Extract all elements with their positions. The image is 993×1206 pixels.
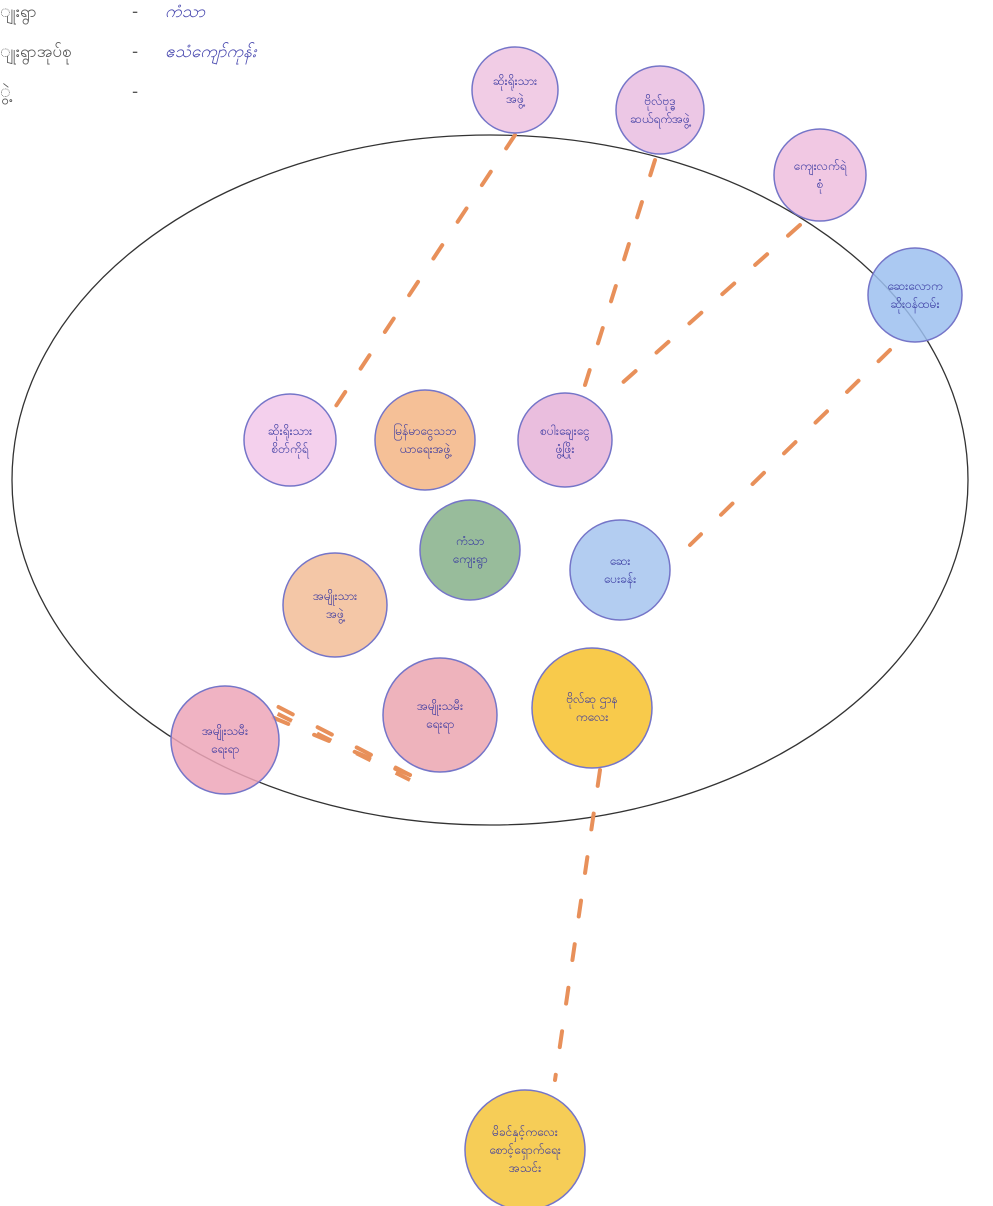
node-circle [419, 499, 521, 601]
node-circle [517, 392, 613, 488]
node-label: ဆိုးရိုးသားအဖွဲ့ [493, 73, 537, 109]
node-label-line: ဆိုးရိုးသား [268, 423, 312, 441]
node-label-line: ဆိုးရိုးသား [493, 73, 537, 91]
node-label: အမျိုးသမီးရေးရာ [202, 723, 248, 759]
node-label: အမျိုးသမီးရေးရာ [417, 698, 463, 734]
links [253, 133, 892, 1082]
link [259, 703, 411, 782]
header-value: ဧသံကျော်ကုန်း [165, 42, 258, 65]
node-label: ဆိုးရိုးသားစိတ်ကိုရ် [268, 423, 312, 459]
header-separator: - [132, 82, 138, 102]
node-label-line: အဖွဲ့ [326, 606, 345, 624]
header-value: ကံသာ [165, 2, 206, 22]
header-separator: - [132, 42, 138, 62]
node-label-line: ဗိုလ်ဆု ဌာန [566, 691, 617, 709]
node-label-line: အမျိုးသမီး [202, 723, 248, 741]
node-label-line: ဖွံ့ဖြိုး [556, 440, 575, 459]
node-label: အမျိုးသားအဖွဲ့ [313, 588, 357, 624]
node-label: စပါးချေးငွေဖွံ့ဖြိုး [540, 423, 590, 459]
node-label: ဆေးပေးခန်း [604, 554, 636, 589]
node-label-line: အသင်း [509, 1160, 541, 1175]
node-label-line: ဆိုးဝန်ထမ်း [890, 296, 939, 314]
nodes: ဆိုးရိုးသားအဖွဲ့ ဗိုလ်ဗုဒ္ဓဆယ်ရက်အဖွဲ့ကျေ… [170, 46, 963, 1206]
node-circle [170, 685, 280, 795]
node-label-line: ကျေးလက်ရဲ [793, 158, 846, 176]
node-label: ဗိုလ်ဆု ဌာနကလေး [566, 691, 617, 724]
node-label-line: စိတ်ကိုရ် [271, 441, 308, 459]
header: ျုးရွာ - ကံသာျုးရွာအုပ်စု - ဧသံကျော်ကုန်းွဲ့… [0, 2, 258, 105]
node-label-line: ဗိုလ်ဗုဒ္ဓ [644, 93, 675, 111]
node-label: မိခင်နှင့်ကလေးစောင့်ရှောက်ရေးအသင်း [489, 1124, 561, 1175]
node-circle [569, 519, 671, 621]
node-label: ဗိုလ်ဗုဒ္ဓဆယ်ရက်အဖွဲ့ [630, 93, 691, 129]
header-separator: - [132, 2, 138, 22]
node-label-line: မြန်မာငွေသဘ [393, 422, 456, 441]
node-circle [471, 46, 559, 134]
node-label-line: ဆေး [610, 554, 631, 568]
node-label-line: စောင့်ရှောက်ရေး [489, 1142, 561, 1160]
node-label: ကံသာကျေးရွာ [452, 534, 487, 569]
node-label-line: အမျိုးသမီး [417, 698, 463, 716]
node-label-line: အမျိုးသား [313, 588, 357, 606]
node-label-line: မိခင်နှင့်ကလေး [492, 1124, 558, 1142]
node-label-line: ရေးရာ [211, 742, 239, 759]
node-label-line: ပေးခန်း [604, 571, 636, 589]
node-circle [382, 657, 498, 773]
node-circle [243, 393, 337, 487]
header-label: ျုးရွာ [0, 2, 37, 25]
node-label-line: ဆယ်ရက်အဖွဲ့ [630, 111, 691, 129]
node-label: ကျေးလက်ရဲစုံ [793, 158, 846, 194]
node-label-line: စပါးချေးငွေ [540, 423, 590, 441]
node-label-line: ကျေးရွာ [452, 552, 487, 569]
node-circle [464, 1089, 586, 1206]
header-label: ျုးရွာအုပ်စု [0, 42, 72, 65]
boundary-circle [11, 134, 969, 826]
node-label-line: အဖွဲ့ [506, 91, 525, 109]
node-label: ဆေးလောကဆိုးဝန်ထမ်း [887, 279, 942, 314]
node-label: မြန်မာငွေသဘယာရေးအဖွဲ့ [393, 422, 456, 459]
node-circle [615, 65, 705, 155]
node-label-line: ရေးရာ [426, 717, 454, 734]
node-circle [531, 647, 653, 769]
node-label-line: ကံသာ [456, 534, 484, 548]
node-circle [374, 389, 476, 491]
header-label: ွဲ့ [0, 82, 12, 105]
node-label-line: ကလေး [576, 710, 609, 724]
node-circle [282, 552, 388, 658]
node-label-line: စုံ [817, 177, 824, 194]
node-label-line: ဆေးလောက [887, 279, 942, 293]
node-circle [773, 128, 867, 222]
node-circle [867, 247, 963, 343]
node-label-line: ယာရေးအဖွဲ့ [400, 441, 452, 459]
